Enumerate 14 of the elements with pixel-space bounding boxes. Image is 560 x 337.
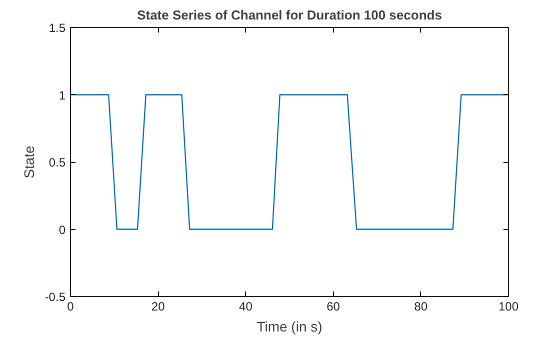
y-tick-label: 1.5: [48, 21, 66, 35]
y-axis-title: State: [20, 145, 37, 178]
y-tick-label: 1: [58, 88, 66, 102]
y-tick-label: 0.5: [48, 156, 66, 170]
chart-title: State Series of Channel for Duration 100 seconds: [137, 8, 442, 22]
y-tick-label: 0: [58, 222, 66, 237]
x-tick-label: 60: [326, 300, 340, 314]
x-tick-label: 40: [239, 300, 253, 314]
x-tick-label: 20: [151, 300, 166, 314]
x-tick-label: 100: [498, 300, 519, 314]
x-tick-label: 0: [67, 300, 74, 314]
x-axis-title: Time (in s): [256, 318, 322, 334]
y-tick-label: -0.5: [44, 290, 66, 304]
x-tick-label: 80: [414, 300, 428, 314]
